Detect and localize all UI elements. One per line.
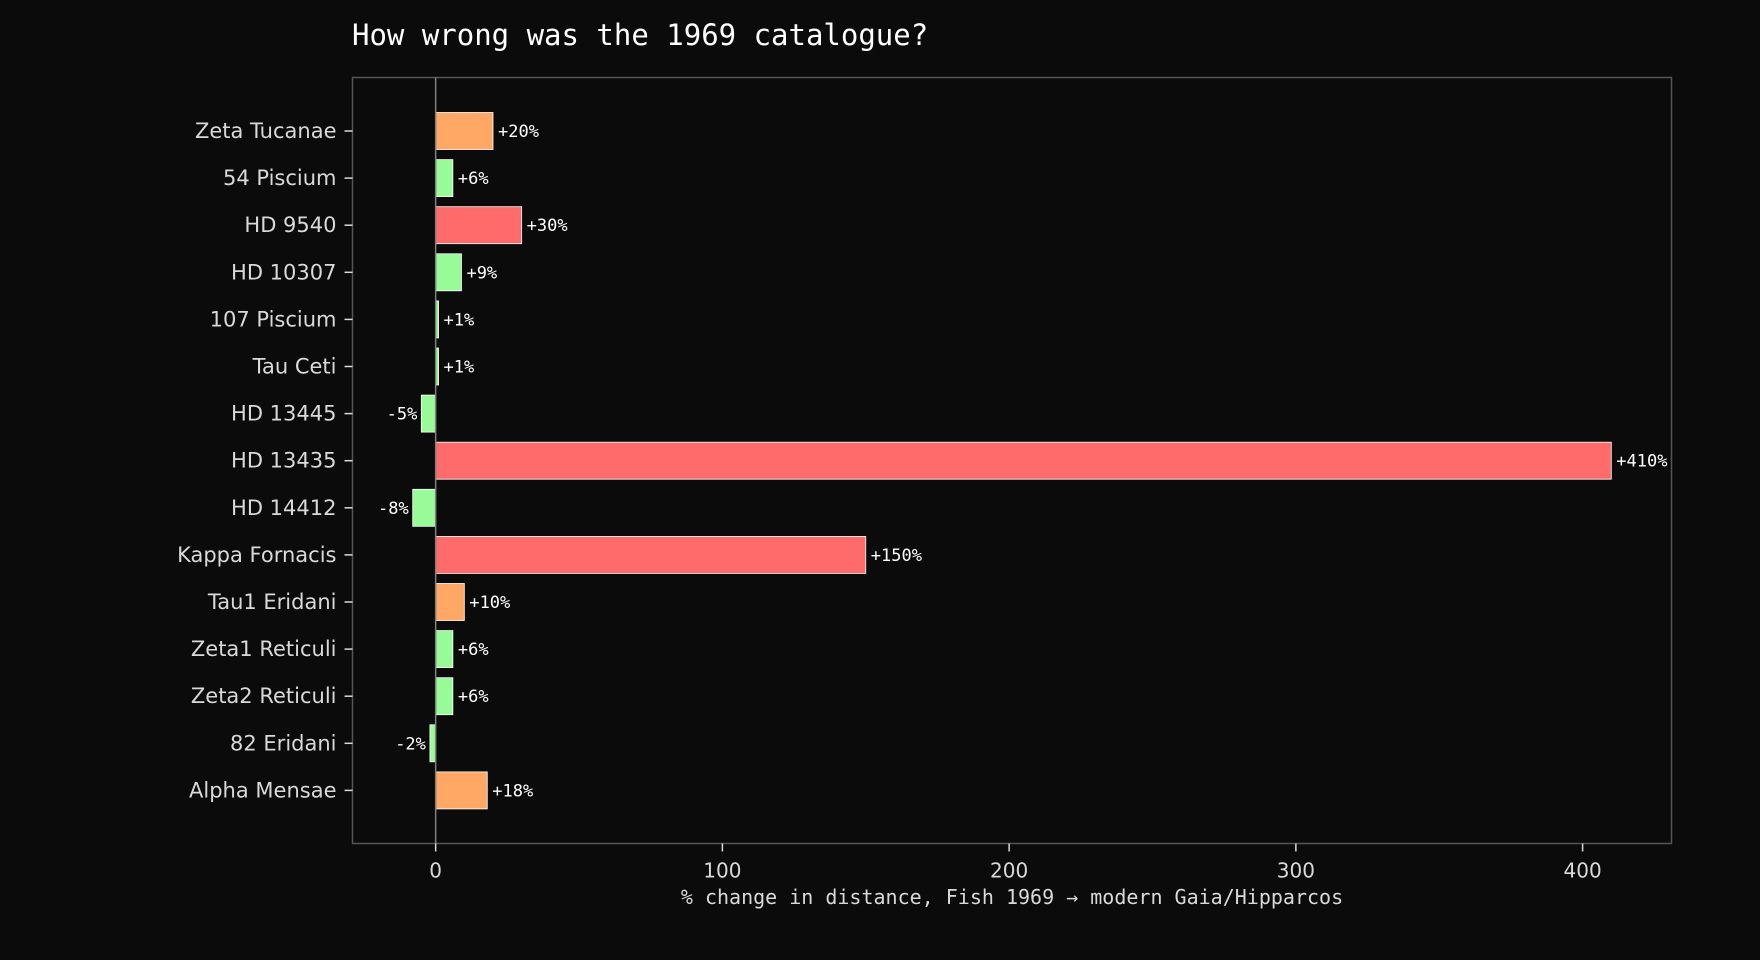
bar	[435, 206, 523, 245]
bar	[435, 253, 462, 292]
bar	[435, 536, 867, 574]
data-label: +1%	[444, 358, 475, 378]
y-tick-label: HD 10307	[231, 260, 336, 284]
data-label: -2%	[395, 734, 426, 754]
bar	[435, 677, 454, 716]
y-tick-label: Tau Ceti	[252, 355, 337, 379]
y-tick-label: HD 13435	[231, 449, 336, 473]
x-tick-label: 200	[990, 859, 1028, 883]
y-tick-label: HD 14412	[231, 496, 336, 520]
y-tick-label: Zeta1 Reticuli	[191, 637, 337, 661]
bar	[420, 394, 437, 433]
data-label: +9%	[466, 263, 497, 283]
bar	[435, 583, 465, 621]
x-tick-label: 0	[429, 859, 442, 883]
x-tick-label: 400	[1564, 859, 1602, 883]
data-label: +410%	[1616, 452, 1667, 472]
x-axis-label: % change in distance, Fish 1969 → modern…	[681, 885, 1343, 909]
y-tick-label: 82 Eridani	[230, 731, 336, 755]
y-tick-label: Kappa Fornacis	[177, 543, 336, 567]
x-axis: 0 100 200 300 400	[429, 843, 1602, 883]
y-tick-label: 54 Piscium	[223, 166, 337, 190]
bar	[412, 488, 437, 527]
data-label: +18%	[492, 781, 533, 801]
y-tick-label: 107 Piscium	[210, 307, 337, 331]
y-tick-label: HD 13445	[231, 402, 336, 426]
x-tick-label: 100	[703, 859, 741, 883]
data-label: +1%	[444, 310, 475, 330]
data-label: +6%	[458, 640, 489, 660]
chart-title: How wrong was the 1969 catalogue?	[352, 18, 928, 52]
y-tick-label: Tau1 Eridani	[207, 590, 337, 614]
bar	[429, 724, 437, 763]
data-label: -5%	[387, 405, 418, 425]
data-label: +10%	[469, 593, 510, 613]
data-label: +20%	[498, 122, 539, 142]
x-tick-label: 300	[1277, 859, 1315, 883]
data-label: +6%	[458, 687, 489, 707]
data-labels: +20% +6% +30% +9% +1% +1% -5% +410% -8% +150% +10%…	[378, 122, 1667, 801]
y-tick-label: Alpha Mensae	[189, 778, 336, 802]
y-axis: Zeta Tucanae 54 Piscium HD 9540 HD 10307 107…	[177, 119, 353, 802]
data-label: +6%	[458, 169, 489, 189]
bar	[435, 630, 454, 668]
data-label: -8%	[378, 499, 409, 519]
data-label: +150%	[871, 546, 922, 566]
data-label: +30%	[527, 216, 568, 236]
bar	[435, 771, 488, 810]
bars	[412, 112, 1612, 810]
y-tick-label: Zeta2 Reticuli	[191, 684, 337, 708]
bar	[435, 159, 454, 198]
bar	[435, 112, 494, 150]
y-tick-label: Zeta Tucanae	[195, 119, 337, 143]
bar	[435, 441, 1612, 480]
y-tick-label: HD 9540	[244, 213, 336, 237]
